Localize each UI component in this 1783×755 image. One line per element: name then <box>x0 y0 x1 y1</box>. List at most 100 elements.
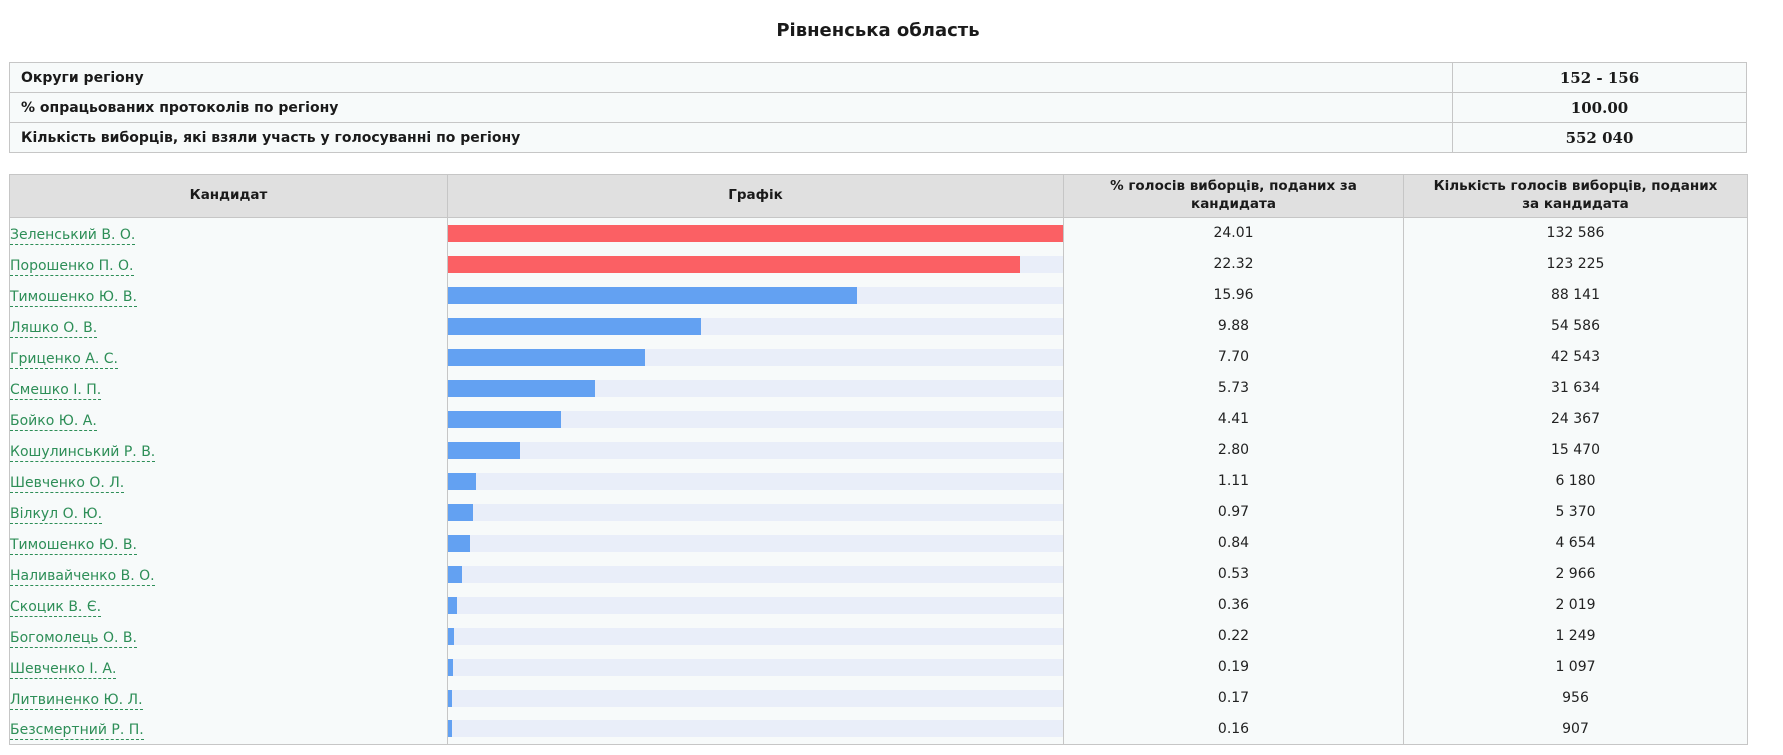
candidate-row: Шевченко І. А. 0.19 1 097 <box>9 651 1748 683</box>
candidate-cell: Смешко І. П. <box>9 372 448 404</box>
candidate-row: Кошулинський Р. В. 2.80 15 470 <box>9 434 1748 466</box>
candidate-row: Ляшко О. В. 9.88 54 586 <box>9 310 1748 342</box>
header-count: Кількість голосів виборців, поданих за к… <box>1403 174 1748 218</box>
info-label: Округи регіону <box>9 62 1453 93</box>
candidate-link[interactable]: Порошенко П. О. <box>10 257 134 276</box>
candidate-link[interactable]: Тимошенко Ю. В. <box>10 536 137 555</box>
count-cell: 54 586 <box>1403 310 1748 342</box>
count-cell: 132 586 <box>1403 217 1748 249</box>
vote-bar <box>448 503 473 521</box>
candidate-row: Скоцик В. Є. 0.36 2 019 <box>9 589 1748 621</box>
page-title: Рівненська область <box>776 20 980 41</box>
count-cell: 88 141 <box>1403 279 1748 311</box>
graph-cell <box>447 620 1064 652</box>
count-cell: 4 654 <box>1403 527 1748 559</box>
candidate-cell: Шевченко О. Л. <box>9 465 448 497</box>
graph-cell <box>447 279 1064 311</box>
candidate-link[interactable]: Богомолець О. В. <box>10 629 137 648</box>
candidate-link[interactable]: Тимошенко Ю. В. <box>10 288 137 307</box>
header-percent: % голосів виборців, поданих за кандидата <box>1063 174 1404 218</box>
vote-bar <box>448 317 702 335</box>
vote-bar-track <box>448 286 1063 304</box>
vote-bar <box>448 441 520 459</box>
candidate-link[interactable]: Литвиненко Ю. Л. <box>10 691 143 710</box>
graph-cell <box>447 496 1064 528</box>
vote-bar <box>448 255 1020 273</box>
candidate-row: Зеленський В. О. 24.01 132 586 <box>9 217 1748 249</box>
graph-cell <box>447 682 1064 714</box>
candidate-link[interactable]: Шевченко І. А. <box>10 660 117 679</box>
percent-cell: 0.16 <box>1063 713 1404 745</box>
candidate-cell: Ляшко О. В. <box>9 310 448 342</box>
region-results-page: Рівненська область Округи регіону 152 - … <box>9 20 1748 745</box>
vote-bar-track <box>448 255 1063 273</box>
region-info-table: Округи регіону 152 - 156 % опрацьованих … <box>9 62 1747 153</box>
candidate-cell: Порошенко П. О. <box>9 248 448 280</box>
percent-cell: 0.53 <box>1063 558 1404 590</box>
candidate-cell: Гриценко А. С. <box>9 341 448 373</box>
vote-bar-track <box>448 379 1063 397</box>
candidate-row: Тимошенко Ю. В. 15.96 88 141 <box>9 279 1748 311</box>
vote-bar-track <box>448 348 1063 366</box>
candidate-link[interactable]: Смешко І. П. <box>10 381 102 400</box>
vote-bar-track <box>448 410 1063 428</box>
candidate-link[interactable]: Безсмертний Р. П. <box>10 722 144 741</box>
vote-bar <box>448 224 1063 242</box>
graph-cell <box>447 248 1064 280</box>
candidate-link[interactable]: Бойко Ю. А. <box>10 412 97 431</box>
percent-cell: 0.19 <box>1063 651 1404 683</box>
count-cell: 956 <box>1403 682 1748 714</box>
percent-cell: 7.70 <box>1063 341 1404 373</box>
header-candidate: Кандидат <box>9 174 448 218</box>
percent-cell: 1.11 <box>1063 465 1404 497</box>
vote-bar-track <box>448 441 1063 459</box>
graph-cell <box>447 465 1064 497</box>
candidate-link[interactable]: Гриценко А. С. <box>10 350 118 369</box>
candidate-link[interactable]: Шевченко О. Л. <box>10 474 125 493</box>
graph-cell <box>447 651 1064 683</box>
candidate-link[interactable]: Наливайченко В. О. <box>10 567 155 586</box>
candidate-link[interactable]: Зеленський В. О. <box>10 226 136 245</box>
candidate-row: Тимошенко Ю. В. 0.84 4 654 <box>9 527 1748 559</box>
candidate-row: Шевченко О. Л. 1.11 6 180 <box>9 465 1748 497</box>
count-cell: 907 <box>1403 713 1748 745</box>
results-header-row: Кандидат Графік % голосів виборців, пода… <box>9 174 1748 218</box>
candidate-link[interactable]: Кошулинський Р. В. <box>10 443 156 462</box>
candidate-cell: Богомолець О. В. <box>9 620 448 652</box>
candidate-cell: Литвиненко Ю. Л. <box>9 682 448 714</box>
vote-bar <box>448 379 595 397</box>
vote-bar <box>448 565 462 583</box>
vote-bar-track <box>448 224 1063 242</box>
candidate-row: Бойко Ю. А. 4.41 24 367 <box>9 403 1748 435</box>
vote-bar-track <box>448 565 1063 583</box>
graph-cell <box>447 341 1064 373</box>
vote-bar <box>448 286 857 304</box>
candidate-row: Порошенко П. О. 22.32 123 225 <box>9 248 1748 280</box>
vote-bar-track <box>448 658 1063 676</box>
percent-cell: 22.32 <box>1063 248 1404 280</box>
candidate-results-table: Кандидат Графік % голосів виборців, пода… <box>9 174 1748 745</box>
candidate-link[interactable]: Вілкул О. Ю. <box>10 505 103 524</box>
count-cell: 123 225 <box>1403 248 1748 280</box>
vote-bar-track <box>448 720 1063 738</box>
vote-bar <box>448 348 646 366</box>
count-cell: 2 966 <box>1403 558 1748 590</box>
candidate-row: Безсмертний Р. П. 0.16 907 <box>9 713 1748 745</box>
info-label: % опрацьованих протоколів по регіону <box>9 92 1453 123</box>
candidate-link[interactable]: Скоцик В. Є. <box>10 598 102 617</box>
percent-cell: 15.96 <box>1063 279 1404 311</box>
vote-bar <box>448 627 454 645</box>
candidate-cell: Вілкул О. Ю. <box>9 496 448 528</box>
vote-bar-track <box>448 596 1063 614</box>
graph-cell <box>447 589 1064 621</box>
count-cell: 24 367 <box>1403 403 1748 435</box>
candidate-link[interactable]: Ляшко О. В. <box>10 319 98 338</box>
vote-bar <box>448 472 477 490</box>
vote-bar-track <box>448 472 1063 490</box>
info-row-protocols: % опрацьованих протоколів по регіону 100… <box>9 92 1747 123</box>
graph-cell <box>447 310 1064 342</box>
vote-bar <box>448 658 453 676</box>
graph-cell <box>447 434 1064 466</box>
vote-bar <box>448 596 458 614</box>
count-cell: 31 634 <box>1403 372 1748 404</box>
